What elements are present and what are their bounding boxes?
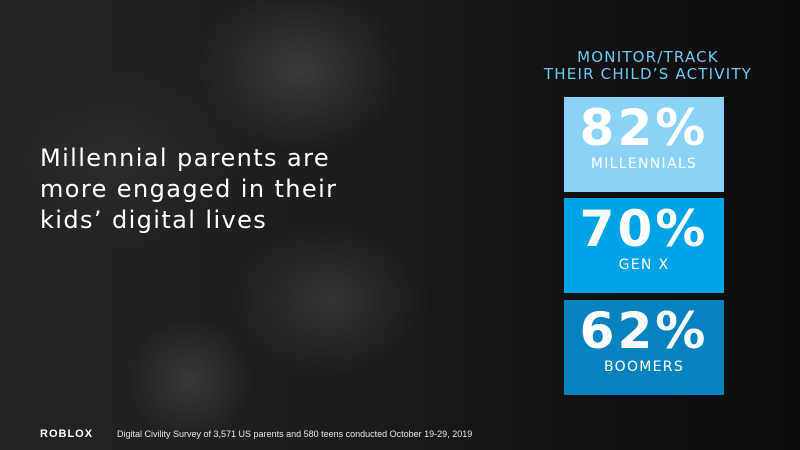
stat-box-millennials: 82% MILLENNIALS bbox=[564, 97, 724, 192]
stat-label: BOOMERS bbox=[603, 359, 685, 375]
stat-label: MILLENNIALS bbox=[590, 156, 698, 172]
stat-value: 70% bbox=[579, 200, 709, 258]
stat-value: 82% bbox=[579, 99, 709, 157]
roblox-logo: ROBLOX bbox=[40, 428, 94, 440]
headline: Millennial parents are more engaged in t… bbox=[40, 144, 338, 234]
stat-value: 62% bbox=[579, 302, 709, 360]
stat-box-boomers: 62% BOOMERS bbox=[564, 300, 724, 395]
stat-header: MONITOR/TRACK THEIR CHILD’S ACTIVITY bbox=[543, 48, 753, 83]
source-footnote: Digital Civility Survey of 3,571 US pare… bbox=[117, 429, 473, 439]
stat-label: GEN X bbox=[618, 257, 670, 273]
stat-box-gen-x: 70% GEN X bbox=[564, 198, 724, 293]
